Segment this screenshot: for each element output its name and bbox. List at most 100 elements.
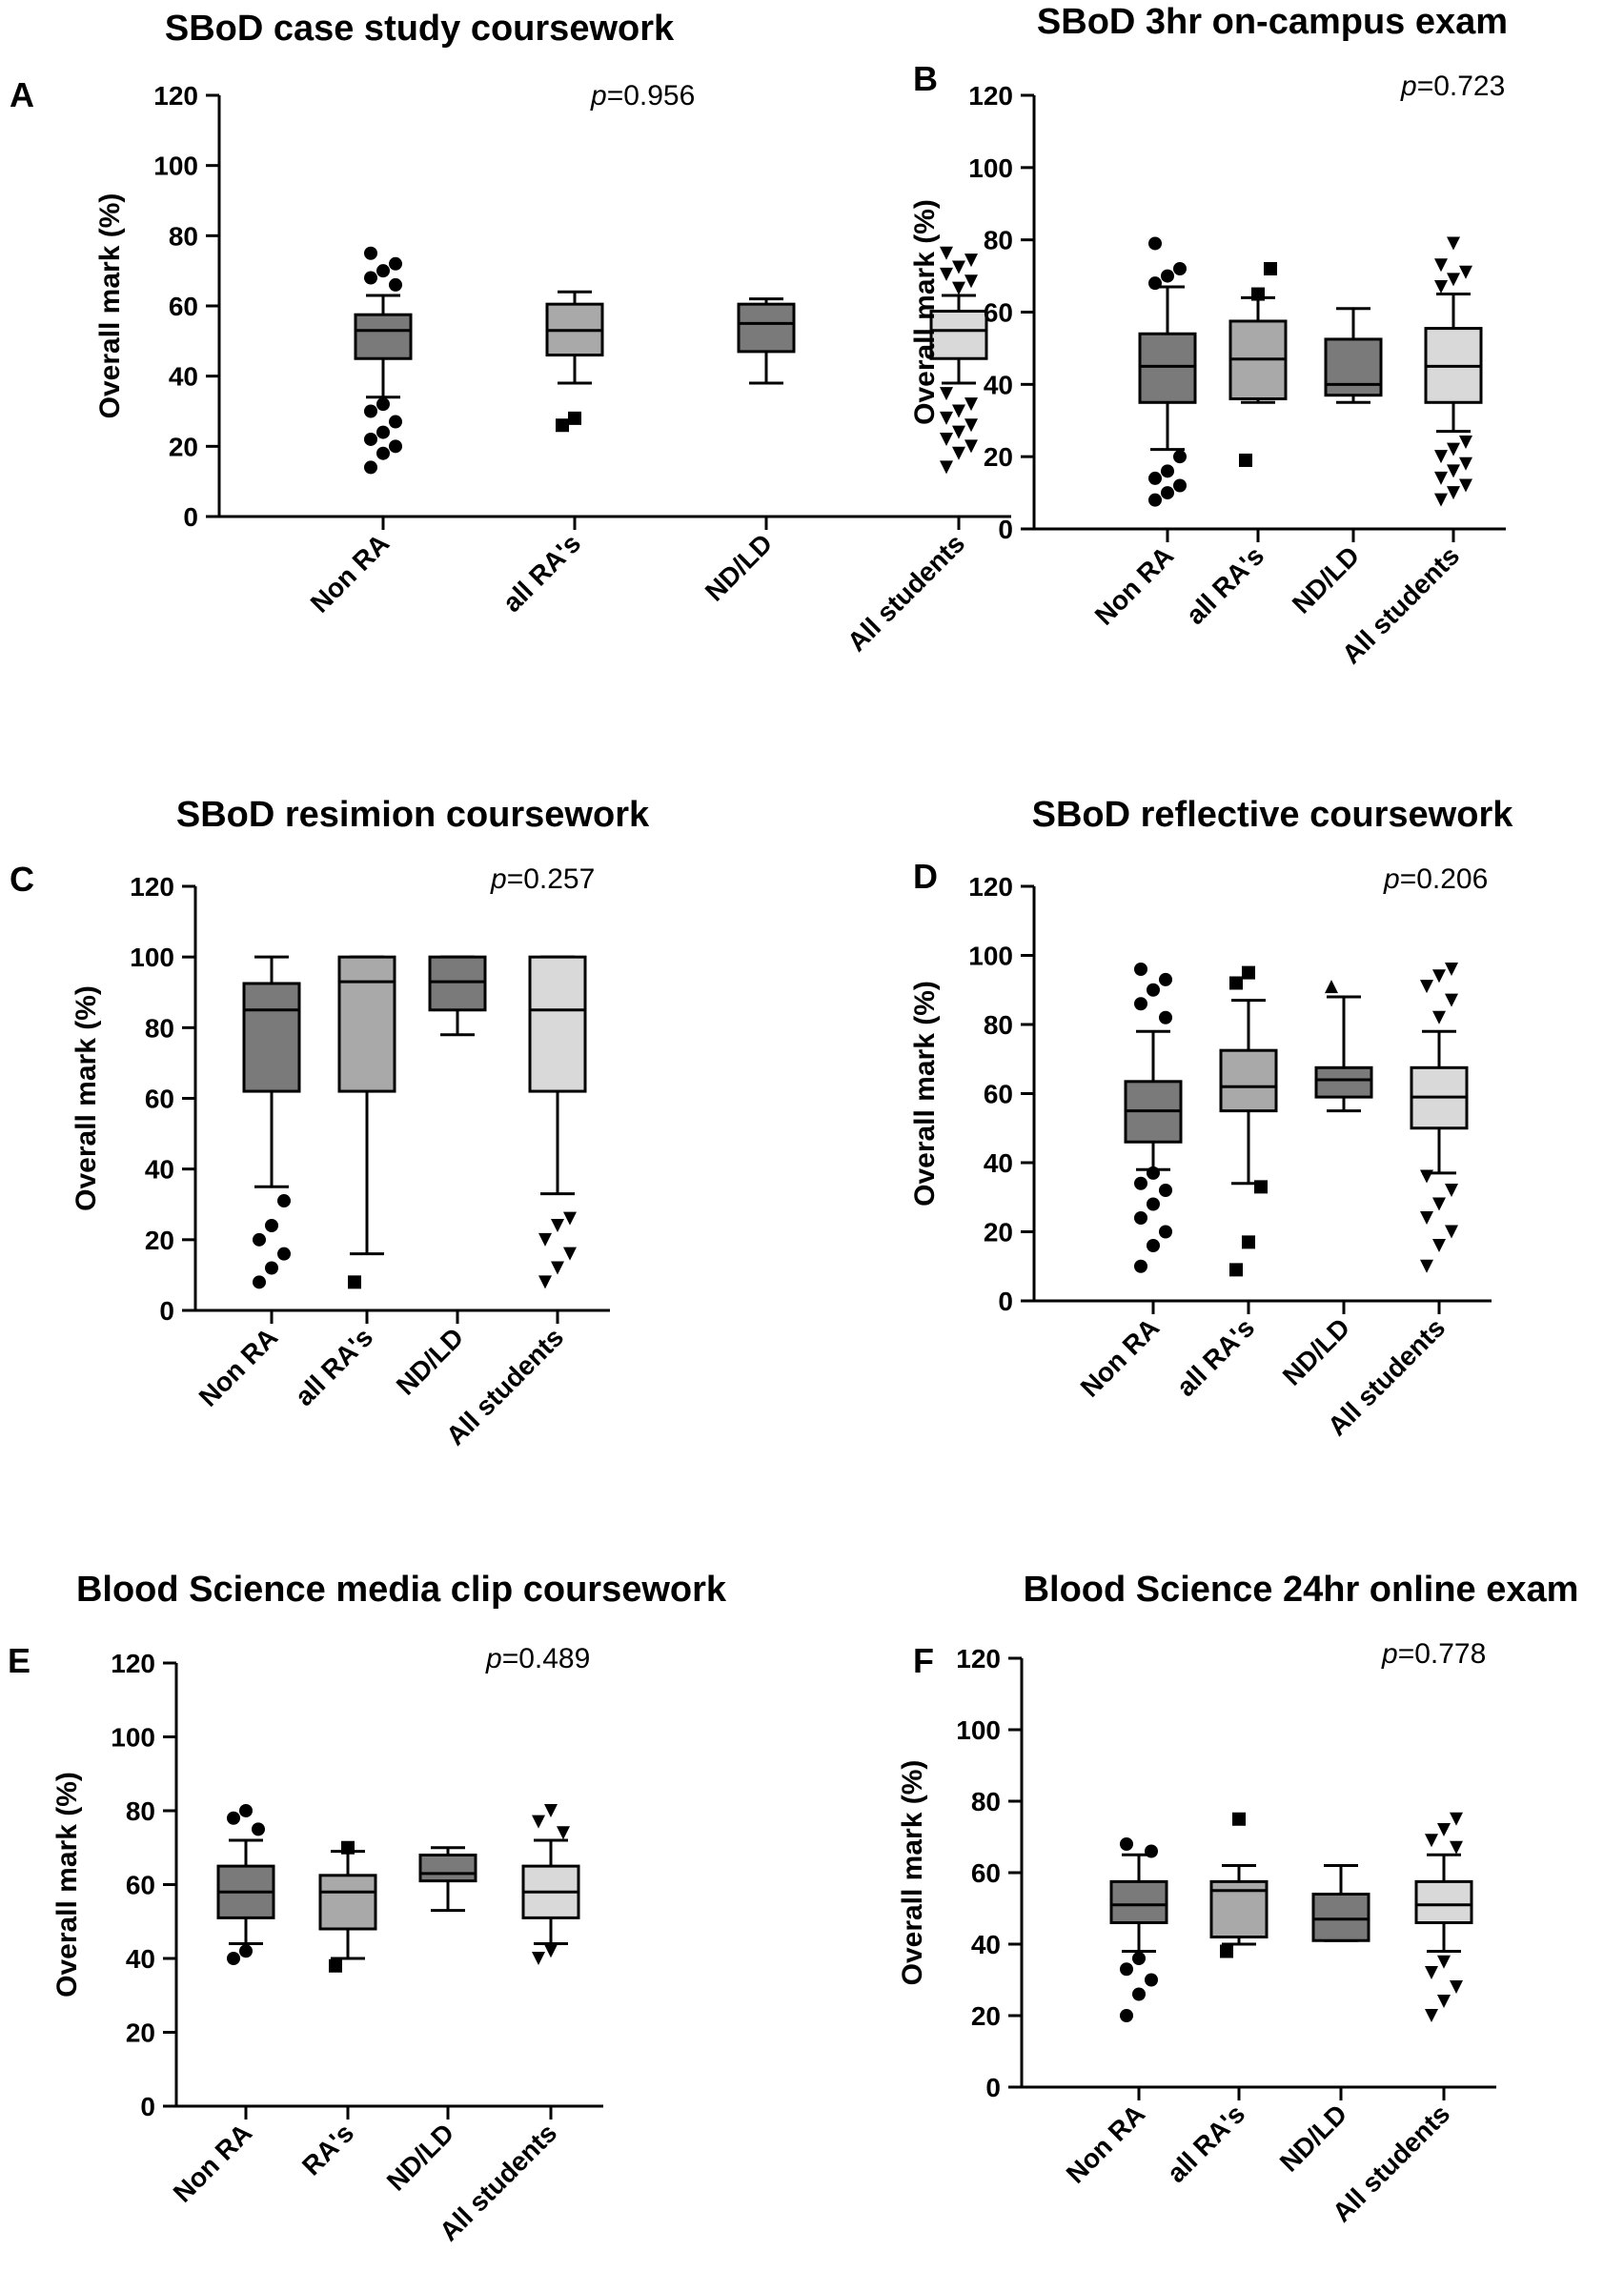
y-tick-label: 80: [971, 1787, 1001, 1816]
outlier-point: [1251, 287, 1265, 301]
outlier-point: [389, 277, 402, 292]
outlier-point: [964, 254, 978, 268]
outlier-point: [1420, 980, 1433, 994]
outlier-point: [1134, 963, 1147, 976]
outlier-point: [1147, 1166, 1160, 1180]
chart-title: SBoD resimion coursework: [176, 795, 650, 835]
box-group: [318, 1840, 377, 1973]
y-axis-title: Overall mark (%): [94, 193, 126, 419]
y-tick-label: 80: [126, 1796, 155, 1826]
y-tick-label: 0: [159, 1296, 174, 1326]
box-iqr: [242, 982, 301, 1093]
box-iqr: [1109, 1879, 1168, 1924]
outlier-point: [265, 1261, 278, 1275]
box-group: [1138, 236, 1197, 507]
p-value-label: p=0.489: [485, 1643, 590, 1674]
box-group: [521, 1804, 580, 1965]
y-tick-label: 120: [968, 81, 1013, 111]
y-axis-title: Overall mark (%): [51, 1772, 83, 1998]
outlier-point: [1445, 993, 1458, 1007]
outlier-point: [227, 1952, 240, 1965]
box-group: [545, 290, 604, 433]
y-tick-label: 100: [968, 153, 1013, 183]
outlier-point: [1173, 262, 1187, 275]
y-tick-label: 120: [153, 81, 198, 111]
outlier-point: [1232, 1812, 1246, 1826]
outlier-point: [1229, 976, 1243, 990]
box-iqr: [1324, 337, 1383, 397]
outlier-point: [940, 246, 953, 260]
box-group: [1324, 307, 1383, 404]
box-iqr: [1138, 332, 1197, 404]
chart-title: Blood Science 24hr online exam: [1024, 1570, 1579, 1610]
outlier-point: [1434, 471, 1448, 485]
outlier-point: [544, 1804, 558, 1817]
y-axis-title: Overall mark (%): [71, 985, 102, 1211]
box-group: [1228, 262, 1288, 467]
outlier-point: [1132, 1987, 1146, 2001]
box-iqr: [418, 1854, 477, 1883]
outlier-point: [952, 425, 965, 439]
outlier-point: [1159, 1010, 1172, 1024]
x-tick-label: Non RA: [193, 1322, 284, 1412]
outlier-point: [1147, 1197, 1160, 1211]
outlier-point: [1432, 1239, 1446, 1252]
y-tick-label: 120: [130, 872, 174, 902]
outlier-point: [1432, 969, 1446, 984]
y-tick-label: 20: [984, 442, 1013, 472]
chart-title: SBoD 3hr on-campus exam: [1037, 2, 1508, 42]
panel-label: A: [10, 75, 34, 114]
outlier-point: [952, 260, 965, 274]
x-tick-label: all RA's: [1161, 2099, 1250, 2188]
box-iqr: [528, 955, 587, 1093]
x-tick-label: ND/LD: [1287, 540, 1365, 619]
outlier-point: [1447, 486, 1460, 500]
y-tick-label: 120: [111, 1649, 155, 1678]
y-tick-label: 100: [956, 1715, 1001, 1745]
y-tick-label: 0: [985, 2073, 1001, 2102]
outlier-point: [1159, 1184, 1172, 1197]
p-value-number: =0.956: [607, 80, 696, 112]
outlier-point: [277, 1194, 291, 1208]
x-tick-label: All students: [842, 528, 970, 657]
y-tick-label: 0: [140, 2092, 155, 2121]
outlier-point: [1242, 1235, 1255, 1249]
y-tick-label: 120: [956, 1644, 1001, 1673]
p-value-label: p=0.206: [1383, 863, 1488, 895]
outlier-point: [940, 460, 953, 475]
panel-label: D: [913, 857, 938, 896]
y-tick-label: 0: [998, 515, 1013, 544]
outlier-point: [1220, 1944, 1233, 1958]
outlier-point: [1161, 269, 1174, 283]
box-group: [337, 955, 396, 1289]
x-tick-label: ND/LD: [1277, 1312, 1355, 1390]
y-axis-title: Overall mark (%): [909, 981, 941, 1207]
panel-a: SBoD case study coursework A p=0.956 Ove…: [10, 9, 1011, 658]
p-value-label: p=0.723: [1400, 71, 1505, 102]
outlier-point: [253, 1275, 266, 1289]
y-tick-label: 40: [126, 1944, 155, 1974]
x-tick-label: Non RA: [1061, 2099, 1151, 2189]
x-tick-label: Non RA: [305, 528, 396, 619]
x-tick-label: Non RA: [1089, 540, 1180, 631]
outlier-point: [1159, 972, 1172, 986]
outlier-point: [1450, 1980, 1463, 1994]
x-tick-label: ND/LD: [1274, 2099, 1352, 2177]
p-value-symbol: p: [1400, 71, 1417, 102]
box-group: [1414, 1812, 1473, 2022]
outlier-point: [952, 446, 965, 460]
outlier-point: [1445, 1225, 1458, 1239]
box-iqr: [337, 955, 396, 1093]
p-value-symbol: p: [590, 80, 607, 112]
panel-label: B: [913, 59, 938, 98]
chart-title: SBoD reflective coursework: [1032, 795, 1514, 835]
panel-b: SBoD 3hr on-campus exam B p=0.723 Overal…: [909, 2, 1508, 670]
outlier-point: [940, 387, 953, 401]
outlier-point: [364, 246, 377, 260]
outlier-point: [964, 274, 978, 289]
box-iqr: [737, 302, 796, 354]
y-tick-label: 20: [971, 2001, 1001, 2031]
box-group: [354, 246, 413, 475]
outlier-point: [568, 411, 581, 425]
y-tick-label: 100: [111, 1723, 155, 1753]
